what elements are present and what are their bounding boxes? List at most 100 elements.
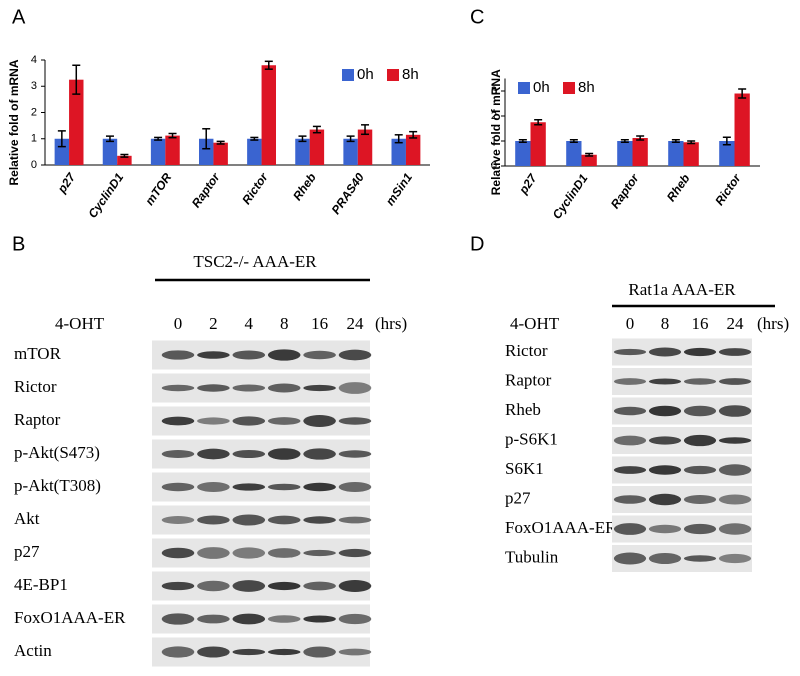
band [267, 548, 301, 558]
band [718, 494, 752, 505]
band [648, 493, 682, 506]
error-bar [585, 152, 594, 157]
band [338, 580, 372, 592]
blot-strip [152, 406, 372, 436]
band [338, 382, 372, 394]
y-tick-label: 1 [491, 135, 497, 147]
bar [150, 138, 166, 165]
error-bar [671, 139, 680, 143]
bar [530, 122, 546, 166]
panel-label: D [470, 233, 484, 255]
x-tick-label: mTOR [142, 170, 174, 208]
error-bar [361, 124, 370, 136]
band [613, 435, 647, 446]
bar [581, 154, 597, 166]
band [683, 405, 717, 417]
row-label: p-S6K1 [505, 429, 558, 448]
band [267, 648, 301, 656]
band [161, 350, 195, 360]
blot-strip [152, 373, 372, 403]
y-tick-label: 3 [31, 80, 37, 92]
band [232, 547, 266, 559]
x-tick-label: Rictor [712, 170, 744, 208]
band [161, 416, 195, 426]
legend-swatch [518, 82, 530, 94]
x-tick-label: CyclinD1 [85, 170, 126, 220]
band [161, 516, 195, 524]
band [683, 378, 717, 385]
band [648, 553, 682, 564]
blot-strip [152, 571, 372, 601]
y-tick-label: 2 [31, 106, 37, 118]
legend-swatch [563, 82, 575, 94]
blot-strip [152, 472, 372, 502]
blot-title: Rat1a AAA-ER [628, 280, 736, 299]
x-tick-label: Rictor [239, 169, 271, 207]
band [303, 350, 336, 360]
bar [247, 138, 262, 165]
row-label: Actin [14, 641, 52, 660]
band [718, 553, 752, 564]
band [232, 613, 266, 625]
row-label: 4E-BP1 [14, 575, 68, 594]
error-bar [216, 140, 225, 145]
band [232, 514, 266, 526]
bar [295, 138, 310, 165]
row-label: Akt [14, 509, 40, 528]
band [267, 581, 301, 591]
x-tick-label: PRAS40 [329, 170, 367, 217]
error-bar [534, 119, 543, 126]
blot-strip [152, 637, 372, 667]
band [648, 465, 682, 475]
band [267, 448, 301, 460]
bar [165, 135, 180, 165]
bar [391, 138, 406, 165]
blot-strip [612, 427, 752, 454]
band [303, 549, 336, 557]
error-bar [569, 139, 578, 143]
row-label: FoxO1AAA-ER [14, 608, 126, 627]
band [197, 547, 230, 559]
band [303, 415, 336, 427]
band [683, 434, 717, 447]
bar [357, 129, 373, 165]
bar [117, 155, 132, 165]
blot-strip [152, 604, 372, 634]
band [683, 495, 717, 504]
band [338, 613, 372, 625]
row-label: Raptor [14, 410, 61, 429]
panel-label: B [12, 233, 25, 255]
band [197, 417, 230, 425]
band [338, 349, 372, 361]
x-tick-label: Raptor [608, 170, 642, 211]
band [718, 405, 752, 417]
band [197, 614, 230, 624]
bar [309, 129, 325, 165]
legend-swatch [342, 69, 354, 81]
y-tick-label: 4 [31, 54, 37, 66]
time-label: 0 [174, 314, 183, 333]
band [161, 384, 195, 392]
blot-strip [612, 338, 752, 366]
y-tick-label: 1 [31, 133, 37, 145]
band [303, 646, 336, 658]
error-bar [636, 135, 645, 141]
band [613, 552, 647, 565]
band [197, 646, 230, 658]
band [267, 515, 301, 525]
blot-strip [612, 515, 752, 543]
band [718, 348, 752, 356]
band [161, 613, 195, 625]
panel-label: A [12, 6, 26, 28]
band [338, 482, 372, 492]
bar [566, 141, 582, 166]
error-bar [518, 139, 527, 143]
band [683, 465, 717, 475]
band [197, 448, 230, 460]
band [232, 384, 266, 392]
error-bar [687, 140, 696, 145]
x-tick-label: mSin1 [383, 170, 415, 208]
band [303, 384, 336, 392]
band [718, 523, 752, 535]
